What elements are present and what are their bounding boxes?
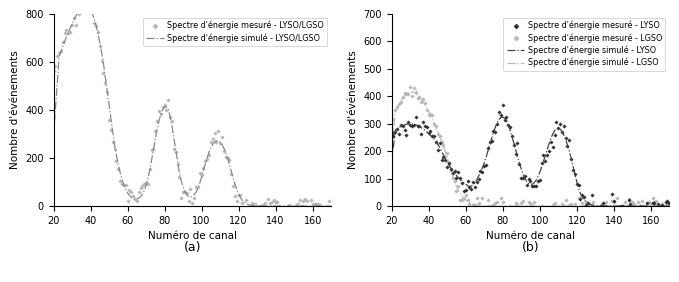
Spectre d'énergie simulé - LGSO xyxy=(661,204,669,208)
Spectre d'énergie simulé - LYSO xyxy=(558,130,566,133)
Line: Spectre d'énergie mesuré - LYSO/LGSO: Spectre d'énergie mesuré - LYSO/LGSO xyxy=(52,0,333,219)
Spectre d'énergie simulé - LGSO xyxy=(558,204,566,208)
Spectre d'énergie mesuré - LYSO xyxy=(524,177,532,180)
Spectre d'énergie simulé - LYSO/LGSO xyxy=(50,134,58,137)
Line: Spectre d'énergie simulé - LYSO: Spectre d'énergie simulé - LYSO xyxy=(392,117,669,206)
Spectre d'énergie mesuré - LYSO/LGSO xyxy=(227,173,236,176)
Spectre d'énergie mesuré - LYSO/LGSO xyxy=(149,147,158,151)
Spectre d'énergie simulé - LGSO xyxy=(488,204,496,208)
Spectre d'énergie simulé - LYSO/LGSO xyxy=(81,4,89,7)
Spectre d'énergie mesuré - LGSO xyxy=(665,201,674,204)
X-axis label: Numéro de canal: Numéro de canal xyxy=(148,231,237,241)
Spectre d'énergie simulé - LYSO/LGSO xyxy=(187,195,195,199)
Spectre d'énergie mesuré - LGSO xyxy=(406,85,414,89)
Spectre d'énergie simulé - LYSO/LGSO xyxy=(149,148,158,151)
Spectre d'énergie mesuré - LGSO xyxy=(388,117,396,120)
Spectre d'énergie simulé - LYSO xyxy=(584,202,592,205)
Y-axis label: Nombre d'événements: Nombre d'événements xyxy=(10,50,20,169)
Line: Spectre d'énergie simulé - LGSO: Spectre d'énergie simulé - LGSO xyxy=(392,92,669,206)
Spectre d'énergie mesuré - LGSO xyxy=(488,206,496,209)
Line: Spectre d'énergie mesuré - LYSO: Spectre d'énergie mesuré - LYSO xyxy=(390,104,671,220)
Spectre d'énergie mesuré - LYSO xyxy=(498,103,507,107)
Line: Spectre d'énergie mesuré - LGSO: Spectre d'énergie mesuré - LGSO xyxy=(390,85,671,219)
Spectre d'énergie simulé - LGSO xyxy=(388,150,396,154)
Spectre d'énergie mesuré - LGSO xyxy=(663,203,672,206)
Text: (b): (b) xyxy=(521,241,539,254)
Legend: Spectre d'énergie mesuré - LYSO/LGSO, Spectre d'énergie simulé - LYSO/LGSO: Spectre d'énergie mesuré - LYSO/LGSO, Sp… xyxy=(143,18,327,46)
X-axis label: Numéro de canal: Numéro de canal xyxy=(486,231,575,241)
Spectre d'énergie simulé - LGSO xyxy=(584,204,592,208)
Spectre d'énergie simulé - LGSO xyxy=(524,204,532,208)
Spectre d'énergie simulé - LGSO xyxy=(408,90,416,94)
Spectre d'énergie simulé - LYSO xyxy=(665,204,674,208)
Spectre d'énergie mesuré - LYSO/LGSO xyxy=(220,149,228,153)
Spectre d'énergie simulé - LYSO/LGSO xyxy=(220,146,228,150)
Spectre d'énergie simulé - LYSO/LGSO xyxy=(246,203,254,207)
Spectre d'énergie simulé - LYSO xyxy=(498,115,507,119)
Spectre d'énergie simulé - LYSO/LGSO xyxy=(227,169,236,173)
Text: (a): (a) xyxy=(183,241,201,254)
Spectre d'énergie mesuré - LYSO/LGSO xyxy=(85,0,93,3)
Spectre d'énergie mesuré - LYSO xyxy=(558,130,566,134)
Legend: Spectre d'énergie mesuré - LYSO, Spectre d'énergie mesuré - LGSO, Spectre d'éner: Spectre d'énergie mesuré - LYSO, Spectre… xyxy=(504,18,665,71)
Spectre d'énergie simulé - LYSO/LGSO xyxy=(323,204,331,208)
Spectre d'énergie simulé - LYSO xyxy=(485,143,494,147)
Y-axis label: Nombre d'événements: Nombre d'événements xyxy=(348,50,358,169)
Spectre d'énergie simulé - LGSO xyxy=(665,204,674,208)
Spectre d'énergie mesuré - LGSO xyxy=(593,216,601,219)
Spectre d'énergie mesuré - LYSO xyxy=(584,201,592,205)
Spectre d'énergie mesuré - LGSO xyxy=(584,206,592,209)
Spectre d'énergie mesuré - LYSO/LGSO xyxy=(327,206,335,209)
Spectre d'énergie mesuré - LYSO/LGSO xyxy=(187,188,195,191)
Spectre d'énergie mesuré - LYSO xyxy=(634,217,642,221)
Spectre d'énergie simulé - LGSO xyxy=(565,204,573,208)
Spectre d'énergie simulé - LYSO xyxy=(388,160,396,163)
Line: Spectre d'énergie simulé - LYSO/LGSO: Spectre d'énergie simulé - LYSO/LGSO xyxy=(54,5,331,206)
Spectre d'énergie simulé - LYSO xyxy=(565,149,573,153)
Spectre d'énergie mesuré - LGSO xyxy=(565,203,573,206)
Spectre d'énergie mesuré - LGSO xyxy=(558,202,566,206)
Spectre d'énergie mesuré - LYSO/LGSO xyxy=(50,69,58,72)
Spectre d'énergie mesuré - LYSO xyxy=(663,199,672,202)
Spectre d'énergie mesuré - LYSO xyxy=(485,140,494,143)
Spectre d'énergie simulé - LYSO xyxy=(661,204,669,208)
Spectre d'énergie mesuré - LYSO xyxy=(388,131,396,135)
Spectre d'énergie simulé - LYSO xyxy=(524,182,532,185)
Spectre d'énergie mesuré - LYSO/LGSO xyxy=(305,216,313,219)
Spectre d'énergie mesuré - LYSO/LGSO xyxy=(325,199,333,202)
Spectre d'énergie mesuré - LGSO xyxy=(524,201,532,204)
Spectre d'énergie mesuré - LYSO/LGSO xyxy=(246,207,254,211)
Spectre d'énergie mesuré - LYSO xyxy=(565,138,573,141)
Spectre d'énergie simulé - LYSO/LGSO xyxy=(327,204,335,208)
Spectre d'énergie mesuré - LYSO xyxy=(665,202,674,205)
